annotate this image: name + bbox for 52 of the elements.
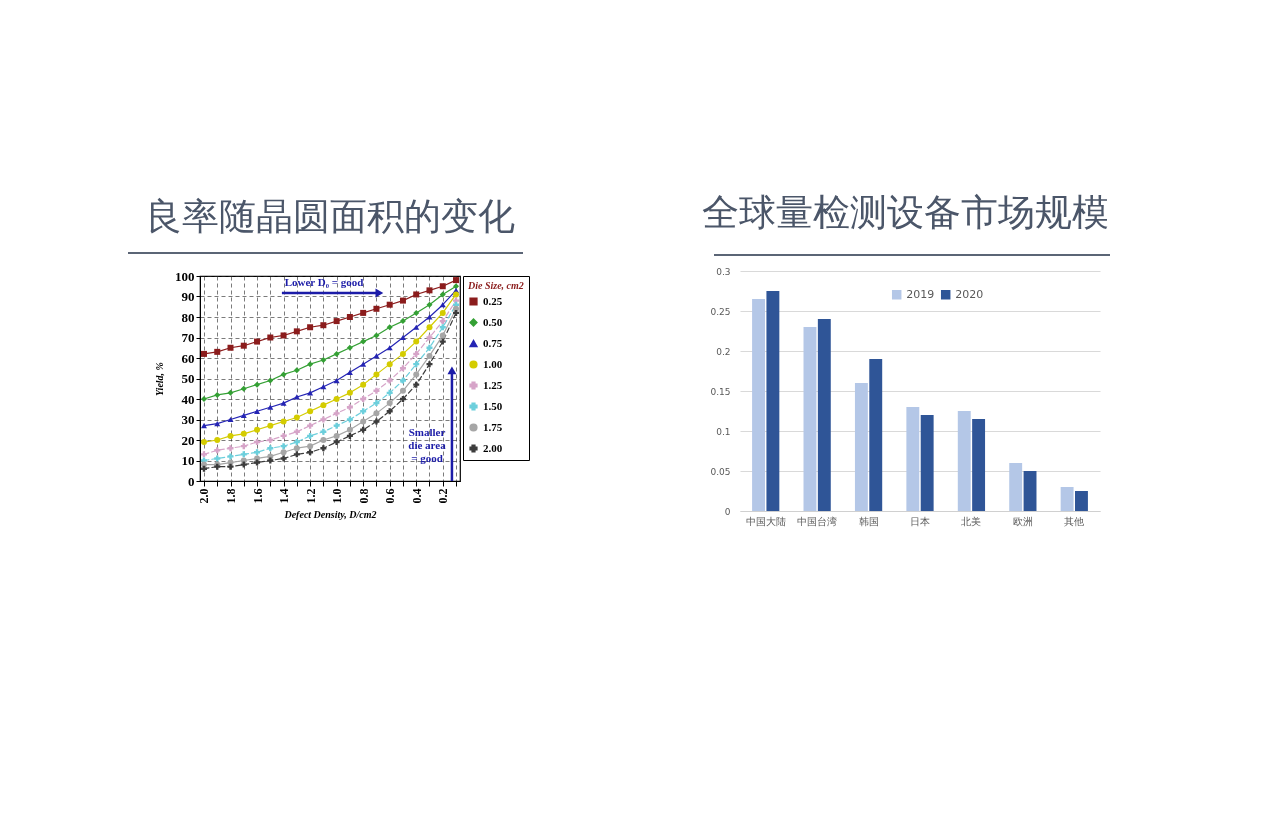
y-tick-label: 0 (188, 473, 195, 489)
y-tick-label: 0.3 (716, 266, 731, 277)
legend-label: 0.50 (483, 315, 503, 328)
y-tick-label: 40 (181, 391, 195, 407)
x-tick-label: 日本 (910, 515, 930, 527)
y-tick-label: 70 (181, 330, 195, 345)
x-tick-label: 0.8 (356, 488, 371, 504)
chart-title: 良率随晶圆面积的变化 (145, 195, 515, 238)
legend-label: 0.75 (483, 336, 503, 349)
legend-label: 1.75 (483, 420, 503, 433)
y-tick-label: 50 (181, 371, 195, 386)
y-tick-label: 30 (181, 412, 195, 427)
x-tick-label: 0.6 (383, 488, 398, 504)
y-tick-label: 0.25 (710, 306, 731, 317)
annotation: Smaller die area = good (408, 426, 447, 465)
x-tick-label: 1.0 (330, 488, 345, 504)
x-tick-label: 1.8 (224, 488, 239, 504)
legend-label: 1.00 (483, 357, 503, 370)
y-tick-label: 20 (181, 432, 195, 448)
y-tick-label: 60 (181, 350, 195, 366)
x-tick-label: 中国台湾 (797, 515, 838, 527)
x-tick-label: 韩国 (858, 515, 879, 527)
y-tick-label: 80 (181, 309, 195, 325)
legend-label: 2020 (955, 287, 984, 301)
chart-title: 全球量检测设备市场规模 (701, 191, 1109, 234)
x-tick-label: 1.4 (277, 488, 292, 504)
legend-label: 2.00 (483, 441, 503, 454)
legend-label: 1.25 (483, 378, 503, 391)
y-tick-label: 0.2 (716, 346, 731, 357)
x-tick-label: 0.2 (436, 488, 451, 504)
x-tick-label: 1.2 (303, 488, 318, 504)
x-tick-label: 北美 (961, 515, 982, 527)
x-tick-label: 欧洲 (1012, 515, 1033, 527)
y-tick-label: 0 (724, 506, 731, 517)
x-tick-label: 1.6 (250, 488, 265, 504)
y-tick-label: 0.15 (710, 386, 731, 397)
y-tick-label: 0.1 (716, 426, 731, 437)
legend-label: 1.50 (483, 399, 503, 412)
y-tick-label: 10 (181, 453, 195, 468)
y-tick-label: 0.05 (710, 466, 731, 477)
x-tick-label: 其他 (1064, 515, 1085, 527)
y-tick-label: 90 (181, 289, 195, 304)
x-axis-title: Defect Density, D/cm2 (283, 508, 377, 520)
legend-title: Die Size, cm2 (467, 280, 524, 291)
annotation: Lower D₀ = good (284, 276, 364, 289)
x-tick-label: 2.0 (197, 488, 212, 504)
legend-label: 2019 (906, 287, 935, 301)
x-tick-label: 中国大陆 (745, 515, 786, 527)
x-tick-label: 0.4 (409, 488, 424, 504)
y-axis-title: Yield, % (154, 362, 165, 396)
y-tick-label: 100 (175, 268, 195, 284)
legend-label: 0.25 (483, 294, 503, 307)
